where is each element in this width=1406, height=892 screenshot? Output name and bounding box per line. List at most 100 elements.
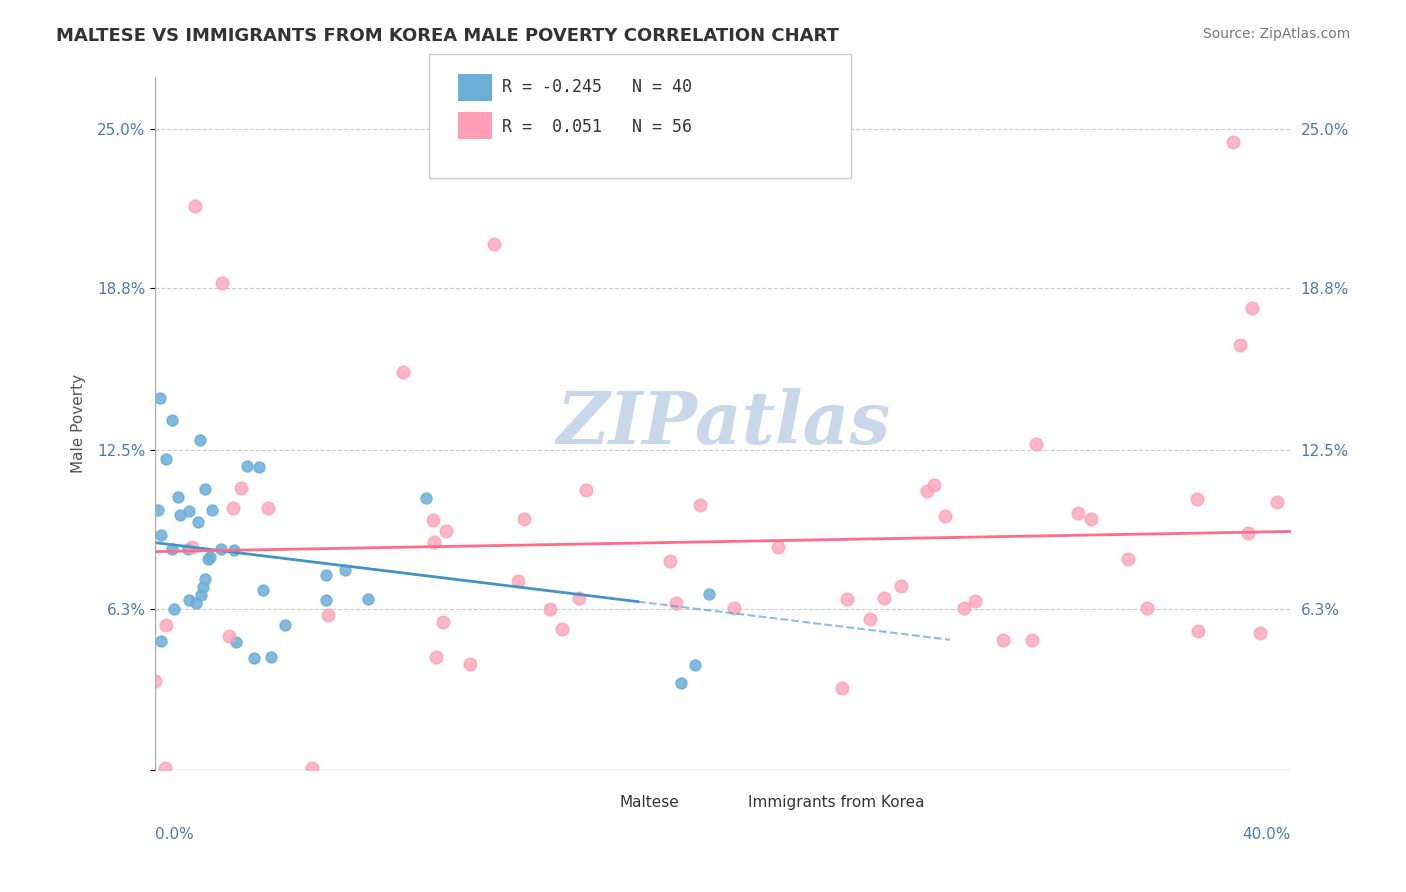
Point xyxy=(551,622,574,636)
Point xyxy=(163,602,186,616)
Point xyxy=(149,528,172,542)
Point xyxy=(458,657,481,672)
Point xyxy=(184,199,207,213)
Point xyxy=(209,541,232,556)
Point xyxy=(188,433,211,447)
Point xyxy=(1187,491,1209,506)
Point xyxy=(179,504,201,518)
Point xyxy=(231,481,253,495)
Point xyxy=(145,673,167,688)
Point xyxy=(831,681,853,696)
Point xyxy=(357,592,380,607)
Point xyxy=(221,501,243,516)
Point xyxy=(873,591,896,606)
Point xyxy=(235,458,257,473)
Point xyxy=(432,615,454,629)
Text: ZIPatlas: ZIPatlas xyxy=(555,388,890,459)
Text: R =  0.051   N = 56: R = 0.051 N = 56 xyxy=(502,118,692,136)
Text: R = -0.245   N = 40: R = -0.245 N = 40 xyxy=(502,78,692,96)
Point xyxy=(766,540,789,554)
Point xyxy=(1080,512,1102,526)
Text: Source: ZipAtlas.com: Source: ZipAtlas.com xyxy=(1202,27,1350,41)
Point xyxy=(200,549,222,564)
Point xyxy=(659,554,682,568)
Point xyxy=(965,594,987,608)
Point xyxy=(177,542,200,557)
Point xyxy=(669,676,692,690)
FancyBboxPatch shape xyxy=(614,783,637,800)
Point xyxy=(1240,301,1263,316)
Point xyxy=(513,512,536,526)
Point xyxy=(723,601,745,615)
Text: 0.0%: 0.0% xyxy=(156,827,194,842)
Point xyxy=(697,587,720,601)
Point xyxy=(683,657,706,672)
Text: 40.0%: 40.0% xyxy=(1243,827,1291,842)
Point xyxy=(194,483,217,497)
Point xyxy=(222,543,245,558)
Point xyxy=(506,574,529,589)
Point xyxy=(150,634,173,648)
Point xyxy=(187,515,209,529)
Point xyxy=(201,503,224,517)
Point xyxy=(538,601,561,615)
Point xyxy=(1249,626,1271,640)
Point xyxy=(568,591,591,605)
Text: Maltese: Maltese xyxy=(620,795,679,810)
Point xyxy=(162,413,184,427)
Point xyxy=(835,591,858,606)
Point xyxy=(917,484,939,499)
Point xyxy=(689,498,711,512)
Point xyxy=(1265,495,1288,509)
Y-axis label: Male Poverty: Male Poverty xyxy=(72,375,86,474)
Point xyxy=(186,596,208,610)
Point xyxy=(247,460,270,475)
Point xyxy=(169,508,191,522)
Point xyxy=(575,483,598,497)
Point xyxy=(392,365,415,379)
Text: Immigrants from Korea: Immigrants from Korea xyxy=(748,795,925,810)
Point xyxy=(425,650,447,665)
Point xyxy=(423,535,446,549)
Point xyxy=(225,635,247,649)
Point xyxy=(1118,552,1140,566)
Point xyxy=(155,451,177,466)
Point xyxy=(859,612,882,626)
Point xyxy=(484,237,506,252)
Point xyxy=(260,649,283,664)
Point xyxy=(1229,338,1251,352)
Point xyxy=(890,579,912,593)
Point xyxy=(1021,633,1043,648)
Point xyxy=(197,551,219,566)
Point xyxy=(315,592,337,607)
Point xyxy=(664,596,686,610)
Point xyxy=(256,501,278,516)
Point xyxy=(155,617,177,632)
Point xyxy=(160,542,183,557)
Point xyxy=(1222,135,1244,149)
Point xyxy=(335,563,357,577)
Point xyxy=(193,580,215,594)
Point xyxy=(415,491,437,505)
Point xyxy=(190,588,212,602)
Point xyxy=(934,508,956,523)
Point xyxy=(924,478,946,492)
Point xyxy=(1187,624,1209,638)
Point xyxy=(149,391,172,405)
Point xyxy=(316,608,339,623)
Point xyxy=(434,524,457,538)
Point xyxy=(315,568,337,582)
Point xyxy=(273,618,295,632)
Text: MALTESE VS IMMIGRANTS FROM KOREA MALE POVERTY CORRELATION CHART: MALTESE VS IMMIGRANTS FROM KOREA MALE PO… xyxy=(56,27,839,45)
Point xyxy=(953,601,976,615)
Point xyxy=(211,276,233,290)
Point xyxy=(180,541,202,555)
Point xyxy=(148,503,170,517)
Point xyxy=(301,761,323,775)
Point xyxy=(218,629,240,643)
Point xyxy=(243,651,266,665)
Point xyxy=(252,583,274,598)
Point xyxy=(155,761,177,775)
Point xyxy=(194,572,217,586)
Point xyxy=(1136,600,1159,615)
